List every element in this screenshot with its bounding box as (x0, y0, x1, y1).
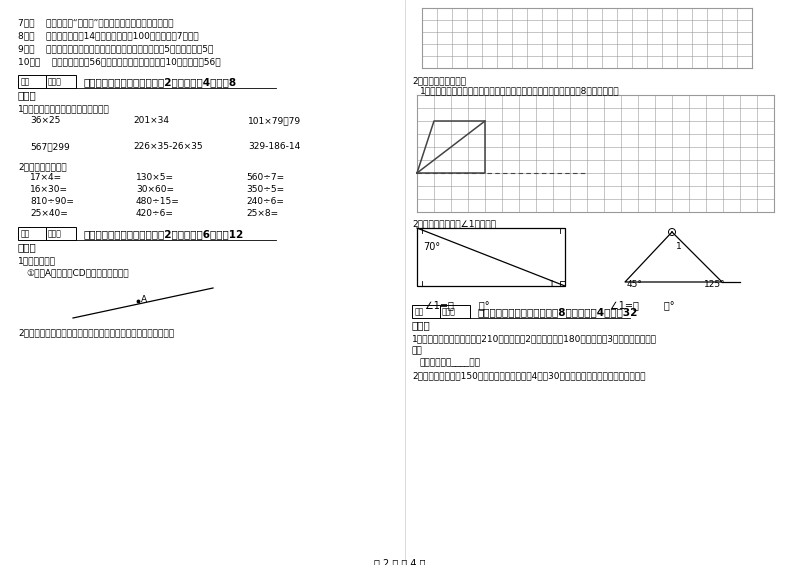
Text: ∠1=（        ）°: ∠1=（ ）° (425, 300, 490, 310)
Text: 2、画一画，算一算。: 2、画一画，算一算。 (412, 76, 466, 85)
Text: 2、在下面方格纸上画出一个平行四边形与梯形，并为它们做高。: 2、在下面方格纸上画出一个平行四边形与梯形，并为它们做高。 (18, 328, 174, 337)
Text: ∠1=（        ）°: ∠1=（ ）° (610, 300, 674, 310)
Text: 2、看图写出各图中∠1的度数。: 2、看图写出各图中∠1的度数。 (412, 219, 496, 228)
Text: 四、看清题目，细心计算（共2小题，每题4分，共8: 四、看清题目，细心计算（共2小题，每题4分，共8 (84, 77, 237, 87)
Text: 评卷人: 评卷人 (48, 229, 62, 238)
Bar (440, 305, 470, 318)
Text: 评卷人: 评卷人 (48, 77, 62, 86)
Text: A: A (141, 295, 147, 304)
Text: 70°: 70° (423, 242, 440, 252)
Text: 7．（    ）盖房子时“人字梁”的结构利用了三角形的稳定性。: 7．（ ）盖房子时“人字梁”的结构利用了三角形的稳定性。 (18, 18, 174, 27)
Text: 棵？: 棵？ (412, 346, 422, 355)
Text: 分）。: 分）。 (18, 242, 37, 252)
Text: 1、计算下面各题，能简算的要简算。: 1、计算下面各题，能简算的要简算。 (18, 104, 110, 113)
Bar (412, 305, 440, 318)
Text: 第 2 页 共 4 页: 第 2 页 共 4 页 (374, 558, 426, 565)
Text: 240÷6=: 240÷6= (246, 197, 284, 206)
Text: 1: 1 (549, 280, 554, 289)
Text: 分）。: 分）。 (412, 320, 430, 330)
Text: 25×8=: 25×8= (246, 209, 278, 218)
Text: 1、同学们去植树，五年级有210人，每人植2棵，六年级有180人，每人植3棵，一共植树多少: 1、同学们去植树，五年级有210人，每人植2棵，六年级有180人，每人植3棵，一… (412, 334, 657, 343)
Text: 480÷15=: 480÷15= (136, 197, 180, 206)
Bar (18, 227, 46, 240)
Text: 答：一共植树____棵。: 答：一共植树____棵。 (420, 358, 481, 367)
Text: 1、画出这个轴对称图形的另一半，再画出这个轴对称图形向右平移8格后的图形。: 1、画出这个轴对称图形的另一半，再画出这个轴对称图形向右平移8格后的图形。 (420, 86, 620, 95)
Text: 36×25: 36×25 (30, 116, 60, 125)
Text: 得分: 得分 (415, 307, 424, 316)
Bar (18, 75, 46, 88)
Text: 17×4=: 17×4= (30, 173, 62, 182)
Text: 五、认真思考，综合能力（共2小题，每题6分，共12: 五、认真思考，综合能力（共2小题，每题6分，共12 (84, 229, 244, 239)
Text: 得分: 得分 (21, 77, 30, 86)
Text: 2、直接写出得数。: 2、直接写出得数。 (18, 162, 66, 171)
Text: 125°: 125° (704, 280, 726, 289)
Text: 六、应用知识，解决问题（共8小题，每题4分，共32: 六、应用知识，解决问题（共8小题，每题4分，共32 (478, 307, 638, 317)
Text: 30×60=: 30×60= (136, 185, 174, 194)
Text: 8．（    ）一个桶可以盛14升油，现在要装100升油，需要7个桶。: 8．（ ）一个桶可以盛14升油，现在要装100升油，需要7个桶。 (18, 31, 198, 40)
Bar (46, 75, 76, 88)
Text: ①、以A点做直线CD的垂线和平行线。: ①、以A点做直线CD的垂线和平行线。 (26, 268, 129, 277)
Text: 2、水果店购回苹果150千克，购回梨比苹果的4倍还30千克，购回梨和苹果一共多少千克？: 2、水果店购回苹果150千克，购回梨比苹果的4倍还30千克，购回梨和苹果一共多少… (412, 371, 646, 380)
Text: 101×79－79: 101×79－79 (248, 116, 301, 125)
Text: 评卷人: 评卷人 (442, 307, 456, 316)
Text: 1: 1 (676, 242, 682, 251)
Text: 130×5=: 130×5= (136, 173, 174, 182)
Text: 420÷6=: 420÷6= (136, 209, 174, 218)
Text: 567－299: 567－299 (30, 142, 70, 151)
Text: 810÷90=: 810÷90= (30, 197, 74, 206)
Text: 560÷7=: 560÷7= (246, 173, 284, 182)
Text: 45°: 45° (627, 280, 643, 289)
Text: 10．（    ）两个数的商是56，如果被除数和除数都扩圐10倍，商仍是56。: 10．（ ）两个数的商是56，如果被除数和除数都扩圐10倍，商仍是56。 (18, 57, 221, 66)
Text: 得分: 得分 (21, 229, 30, 238)
Text: 329-186-14: 329-186-14 (248, 142, 300, 151)
Text: 350÷5=: 350÷5= (246, 185, 284, 194)
Text: 201×34: 201×34 (133, 116, 169, 125)
Bar (46, 227, 76, 240)
Text: 16×30=: 16×30= (30, 185, 68, 194)
Text: 226×35-26×35: 226×35-26×35 (133, 142, 202, 151)
Text: 9．（    ）在任何情况下，一个因数不变，另一个因数扩大5倍，积也扩大5倍: 9．（ ）在任何情况下，一个因数不变，另一个因数扩大5倍，积也扩大5倍 (18, 44, 214, 53)
Text: 25×40=: 25×40= (30, 209, 68, 218)
Text: 分）。: 分）。 (18, 90, 37, 100)
Bar (417, 228, 565, 286)
Text: 1、动手操作。: 1、动手操作。 (18, 256, 56, 265)
